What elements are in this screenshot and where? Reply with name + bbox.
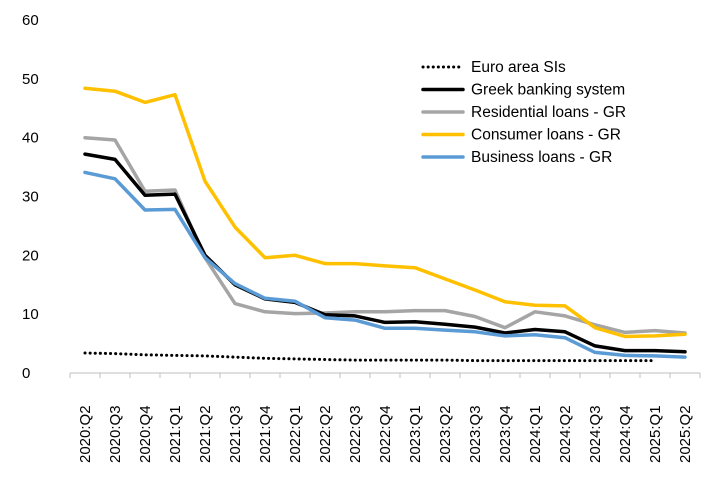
y-tick-label: 0 [22, 365, 30, 382]
x-tick-label: 2025:Q1 [647, 405, 664, 463]
x-tick-label: 2022:Q1 [287, 405, 304, 463]
x-tick-label: 2024:Q4 [617, 405, 634, 463]
x-tick-label: 2021:Q4 [257, 405, 274, 463]
x-tick-label: 2022:Q3 [347, 405, 364, 463]
series-line-business-loans-gr [83, 170, 687, 359]
legend: Euro area SIs Greek banking system Residen… [421, 59, 626, 166]
x-tick-label: 2021:Q1 [167, 405, 184, 463]
legend-label: Residential loans - GR [471, 104, 626, 121]
y-tick-label: 30 [22, 189, 39, 206]
series-layer [83, 86, 687, 363]
x-tick-label: 2023:Q4 [497, 405, 514, 463]
series-line-euro-area-sis [83, 351, 657, 363]
x-tick-label: 2020:Q3 [107, 405, 124, 463]
legend-label: Business loans - GR [471, 149, 612, 166]
x-tick-label: 2023:Q1 [407, 405, 424, 463]
y-tick-label: 10 [22, 306, 39, 323]
legend-label: Consumer loans - GR [471, 127, 621, 144]
series-line-residential-loans-gr [83, 135, 687, 335]
y-tick-label: 40 [22, 130, 39, 147]
x-tick-label: 2020:Q2 [77, 405, 94, 463]
x-tick-label: 2024:Q2 [557, 405, 574, 463]
series-line-greek-banking-system [83, 152, 687, 354]
x-tick-label: 2022:Q2 [317, 405, 334, 463]
y-tick-label: 50 [22, 71, 39, 88]
legend-label: Greek banking system [471, 82, 625, 99]
series-line-consumer-loans-gr [83, 86, 687, 339]
y-tick-label: 60 [22, 12, 39, 29]
y-axis: 0 10 20 30 40 50 60 [22, 12, 39, 382]
x-tick-label: 2021:Q3 [227, 405, 244, 463]
x-tick-label: 2024:Q3 [587, 405, 604, 463]
y-tick-label: 20 [22, 247, 39, 264]
x-tick-label: 2020:Q4 [137, 405, 154, 463]
x-tick-label: 2023:Q2 [437, 405, 454, 463]
x-tick-label: 2021:Q2 [197, 405, 214, 463]
x-tick-label: 2022:Q4 [377, 405, 394, 463]
x-tick-label: 2025:Q2 [677, 405, 694, 463]
legend-label: Euro area SIs [471, 59, 566, 76]
x-axis: 2020:Q2 2020:Q3 2020:Q4 2021:Q1 2021:Q2 2021:… [69, 372, 701, 463]
x-tick-label: 2023:Q3 [467, 405, 484, 463]
x-tick-label: 2024:Q1 [527, 405, 544, 463]
